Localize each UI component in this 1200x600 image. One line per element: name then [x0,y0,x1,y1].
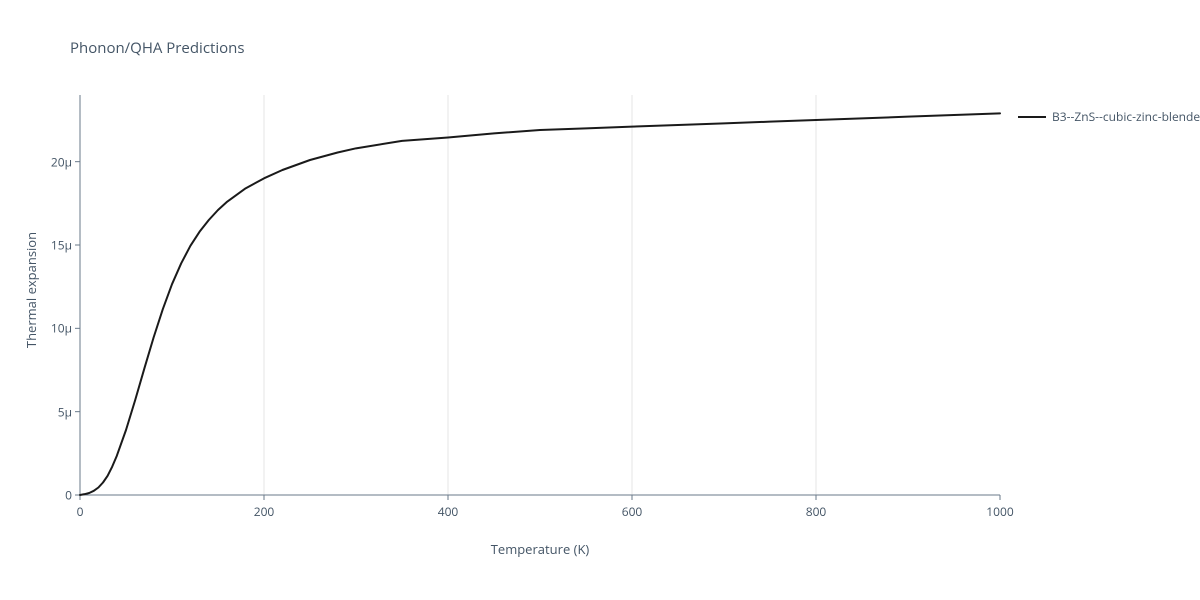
legend-swatch [1018,116,1046,118]
y-tick-label: 10μ [42,320,72,337]
y-tick-label: 15μ [42,237,72,254]
legend-label: B3--ZnS--cubic-zinc-blende [1052,108,1200,125]
x-tick-label: 0 [77,503,84,520]
chart-container: { "chart": { "type": "line", "title": "P… [0,0,1200,600]
y-tick-label: 0 [42,487,72,504]
y-tick-label: 20μ [42,153,72,170]
legend: B3--ZnS--cubic-zinc-blende [1018,108,1200,125]
y-tick-label: 5μ [42,403,72,420]
x-tick-label: 200 [254,503,275,520]
x-tick-label: 1000 [986,503,1013,520]
x-tick-label: 600 [622,503,643,520]
chart-svg [0,0,1200,600]
x-tick-label: 400 [438,503,459,520]
x-tick-label: 800 [806,503,827,520]
